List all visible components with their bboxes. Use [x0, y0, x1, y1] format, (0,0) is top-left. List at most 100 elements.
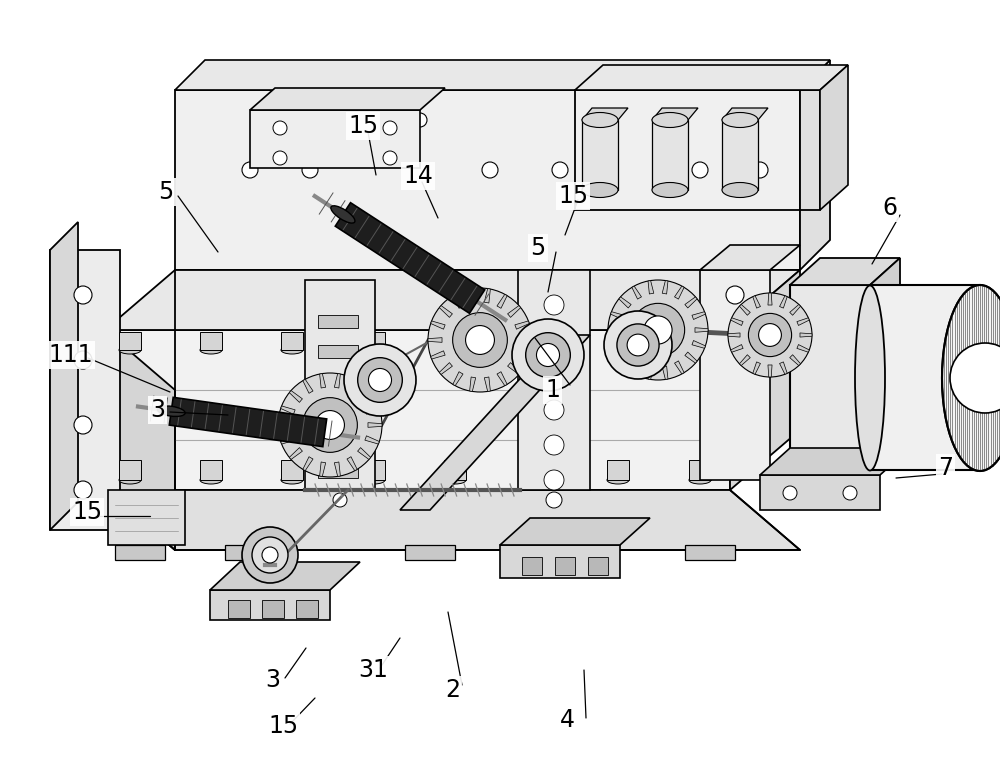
Polygon shape: [305, 280, 375, 490]
Circle shape: [617, 324, 659, 366]
Circle shape: [783, 486, 797, 500]
Polygon shape: [700, 245, 800, 270]
Bar: [228, 600, 250, 618]
Polygon shape: [518, 338, 532, 343]
Bar: [318, 375, 358, 388]
Bar: [555, 557, 575, 575]
Circle shape: [604, 311, 672, 379]
Polygon shape: [692, 311, 705, 320]
Text: 5: 5: [530, 236, 545, 260]
Polygon shape: [526, 460, 548, 480]
Polygon shape: [652, 120, 688, 190]
Ellipse shape: [526, 346, 548, 354]
Polygon shape: [281, 332, 303, 350]
Polygon shape: [692, 340, 705, 349]
Polygon shape: [439, 305, 452, 317]
Polygon shape: [582, 120, 618, 190]
Polygon shape: [334, 462, 340, 476]
Ellipse shape: [607, 476, 629, 484]
Polygon shape: [739, 355, 750, 365]
Circle shape: [644, 316, 672, 344]
Polygon shape: [675, 286, 684, 299]
Ellipse shape: [119, 476, 141, 484]
Polygon shape: [347, 379, 357, 393]
Circle shape: [453, 313, 507, 367]
Ellipse shape: [607, 346, 629, 354]
Polygon shape: [619, 352, 631, 363]
Polygon shape: [760, 448, 910, 475]
Polygon shape: [700, 270, 770, 480]
Circle shape: [316, 410, 344, 439]
Polygon shape: [780, 296, 787, 308]
Polygon shape: [119, 460, 141, 480]
Polygon shape: [652, 108, 698, 120]
Text: 4: 4: [560, 708, 575, 732]
Circle shape: [631, 304, 685, 356]
Polygon shape: [790, 355, 801, 365]
Circle shape: [748, 314, 792, 356]
Circle shape: [482, 162, 498, 178]
Ellipse shape: [281, 476, 303, 484]
Ellipse shape: [582, 182, 618, 198]
Polygon shape: [685, 297, 697, 308]
Polygon shape: [575, 65, 848, 90]
Text: 15: 15: [72, 500, 102, 524]
Circle shape: [726, 286, 744, 304]
Polygon shape: [119, 332, 141, 350]
Polygon shape: [607, 460, 629, 480]
Polygon shape: [400, 335, 590, 510]
Ellipse shape: [200, 476, 222, 484]
Polygon shape: [768, 293, 772, 305]
Polygon shape: [250, 110, 420, 168]
Circle shape: [608, 280, 708, 380]
Polygon shape: [303, 379, 313, 393]
Polygon shape: [431, 321, 445, 329]
Polygon shape: [820, 65, 848, 210]
Circle shape: [759, 324, 781, 346]
Polygon shape: [200, 460, 222, 480]
Polygon shape: [175, 60, 830, 90]
Polygon shape: [731, 318, 743, 326]
Polygon shape: [689, 460, 711, 480]
Polygon shape: [320, 374, 326, 388]
Polygon shape: [347, 457, 357, 471]
Circle shape: [302, 162, 318, 178]
Circle shape: [544, 400, 564, 420]
Polygon shape: [728, 333, 740, 337]
Circle shape: [242, 162, 258, 178]
Ellipse shape: [526, 476, 548, 484]
Circle shape: [383, 151, 397, 165]
Circle shape: [303, 398, 357, 452]
Polygon shape: [632, 361, 641, 374]
Polygon shape: [50, 222, 78, 530]
Polygon shape: [662, 366, 668, 379]
Polygon shape: [619, 297, 631, 308]
Circle shape: [544, 470, 564, 490]
Polygon shape: [453, 295, 463, 308]
Bar: [318, 435, 358, 448]
Polygon shape: [508, 305, 521, 317]
Polygon shape: [565, 545, 615, 560]
Circle shape: [544, 330, 564, 350]
Polygon shape: [870, 258, 900, 470]
Ellipse shape: [652, 182, 688, 198]
Circle shape: [383, 121, 397, 135]
Circle shape: [358, 358, 402, 402]
Polygon shape: [526, 332, 548, 350]
Polygon shape: [439, 362, 452, 375]
Bar: [318, 315, 358, 328]
Polygon shape: [753, 362, 760, 375]
Ellipse shape: [281, 346, 303, 354]
Polygon shape: [105, 330, 730, 490]
Polygon shape: [648, 366, 654, 379]
Text: 7: 7: [938, 456, 953, 480]
Polygon shape: [607, 332, 629, 350]
Polygon shape: [289, 448, 302, 459]
Circle shape: [273, 121, 287, 135]
Ellipse shape: [444, 346, 466, 354]
Ellipse shape: [119, 346, 141, 354]
Circle shape: [368, 369, 392, 391]
Circle shape: [333, 493, 347, 507]
Polygon shape: [334, 374, 340, 388]
Circle shape: [692, 162, 708, 178]
